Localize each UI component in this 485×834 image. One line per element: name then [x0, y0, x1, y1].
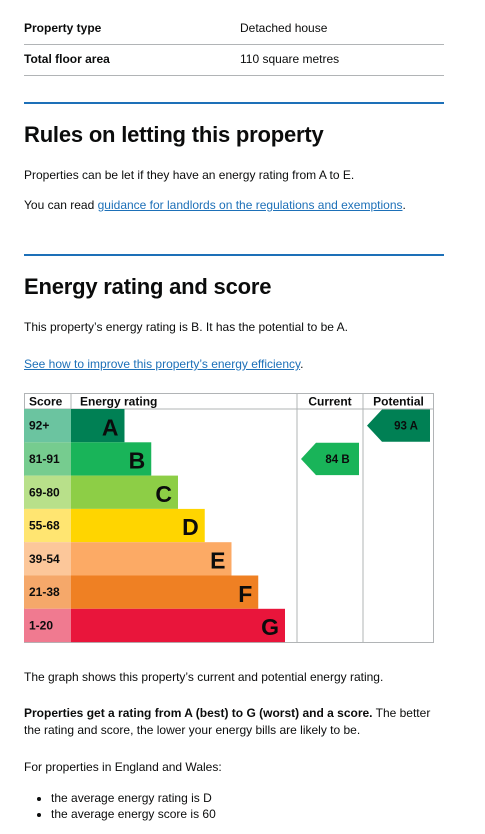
header-score: Score [29, 395, 63, 409]
score-cell [24, 475, 71, 509]
energy-rating-graph: Score Energy rating Current Potential 92+ A 81… [24, 393, 434, 643]
summary-key: Property type [24, 21, 102, 35]
rating-bar [71, 542, 232, 576]
rating-explanation-bold: Properties get a rating from A (best) to… [24, 706, 373, 720]
average-list: the average energy rating is D the avera… [24, 790, 216, 822]
summary-value: 110 square metres [240, 52, 340, 66]
header-potential: Potential [373, 395, 424, 409]
header-current: Current [308, 395, 351, 409]
section-divider [24, 254, 444, 256]
rating-letter: G [261, 614, 279, 640]
rating-bar [71, 608, 285, 643]
rating-letter: C [155, 481, 172, 507]
england-wales-intro: For properties in England and Wales: [24, 760, 222, 774]
list-item: the average energy rating is D [51, 790, 216, 806]
summary-key: Total floor area [24, 52, 110, 66]
summary-row-floor-area: Total floor area 110 square metres [24, 44, 444, 76]
rating-bar [71, 475, 178, 509]
graph-explanation: The graph shows this property’s current … [24, 670, 384, 684]
score-cell [24, 442, 71, 476]
section-divider [24, 102, 444, 104]
guidance-prefix: You can read [24, 198, 98, 212]
score-cell [24, 575, 71, 609]
score-cell [24, 508, 71, 543]
rating-letter: D [182, 514, 199, 540]
improve-paragraph: See how to improve this property’s energ… [24, 356, 444, 373]
summary-row-property-type: Property type Detached house [24, 13, 444, 45]
guidance-suffix: . [402, 198, 406, 212]
rules-heading: Rules on letting this property [24, 122, 324, 147]
score-range-label: 55-68 [29, 519, 60, 533]
rating-explanation: Properties get a rating from A (best) to… [24, 705, 444, 739]
score-range-label: 92+ [29, 419, 49, 433]
potential-rating-label: 93 A [394, 421, 418, 433]
list-item: the average energy score is 60 [51, 806, 216, 822]
potential-rating-arrow [367, 409, 430, 442]
rating-bar [71, 442, 152, 476]
score-range-label: 21-38 [29, 585, 60, 599]
improve-efficiency-link[interactable]: See how to improve this property’s energ… [24, 357, 301, 371]
score-range-label: 1-20 [29, 618, 53, 632]
score-cell [24, 409, 71, 443]
guidance-paragraph: You can read guidance for landlords on t… [24, 197, 444, 214]
score-range-label: 39-54 [29, 552, 60, 566]
rating-letter: F [238, 581, 252, 607]
rating-letter: A [102, 414, 119, 440]
energy-heading: Energy rating and score [24, 274, 272, 299]
rating-letter: B [129, 448, 146, 474]
energy-rating-chart: Score Energy rating Current Potential 92+ A 81… [24, 393, 434, 643]
rating-letter: E [210, 548, 225, 574]
score-cell [24, 542, 71, 576]
current-rating-label: 84 B [325, 454, 349, 466]
improve-suffix: . [300, 357, 304, 371]
score-cell [24, 608, 71, 643]
summary-value: Detached house [240, 21, 328, 35]
score-range-label: 81-91 [29, 452, 60, 466]
rating-explanation-rest: The better the rating and score, the low… [24, 706, 431, 737]
rating-bar [71, 409, 125, 443]
current-rating-arrow [301, 442, 359, 476]
guidance-link[interactable]: guidance for landlords on the regulation… [97, 198, 403, 212]
rules-paragraph: Properties can be let if they have an en… [24, 168, 355, 182]
header-energy-rating: Energy rating [80, 395, 157, 409]
rating-bar [71, 508, 205, 543]
rating-bar [71, 575, 259, 609]
score-range-label: 69-80 [29, 485, 60, 499]
energy-rating-paragraph: This property’s energy rating is B. It h… [24, 320, 348, 334]
